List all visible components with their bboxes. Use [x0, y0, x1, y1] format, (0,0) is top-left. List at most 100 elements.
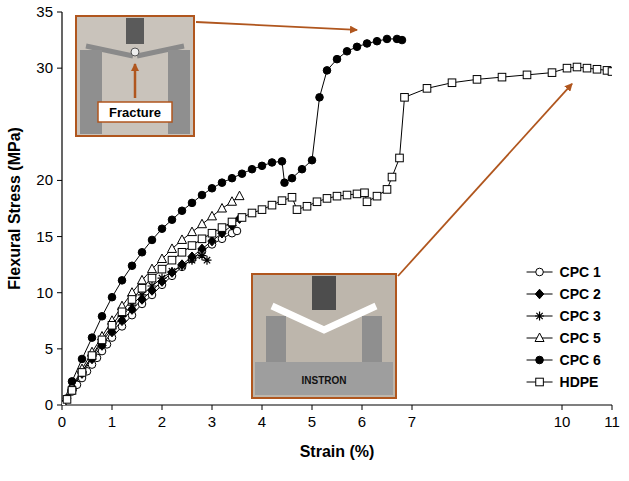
data-point	[583, 64, 591, 72]
data-point	[293, 206, 301, 214]
y-tick-label: 20	[36, 171, 53, 188]
legend-marker	[536, 268, 544, 276]
data-point	[168, 216, 176, 224]
data-point	[138, 284, 146, 292]
x-axis-title: Strain (%)	[300, 443, 375, 460]
data-point	[563, 64, 571, 72]
data-point	[363, 198, 371, 206]
data-point	[188, 256, 197, 265]
legend-label: CPC 3	[560, 308, 601, 324]
data-point	[208, 236, 216, 246]
x-tick-label: 11	[604, 413, 620, 430]
data-point	[88, 352, 96, 360]
y-tick	[57, 12, 62, 13]
data-point	[258, 162, 266, 170]
inset-beam	[272, 306, 376, 330]
fracture-arrow	[134, 64, 137, 98]
legend-marker	[536, 356, 544, 364]
data-point	[203, 256, 212, 265]
data-point	[158, 274, 167, 283]
data-point	[373, 192, 381, 200]
x-tick-label: 10	[554, 413, 571, 430]
data-point	[128, 262, 136, 270]
data-point	[363, 40, 371, 48]
data-point	[396, 154, 404, 162]
data-point	[333, 192, 341, 200]
data-point	[353, 43, 361, 51]
data-point	[178, 235, 187, 244]
data-point	[218, 224, 226, 232]
data-point	[383, 35, 391, 43]
data-point	[108, 293, 116, 301]
inset-loader	[312, 276, 336, 310]
series-line	[62, 231, 237, 405]
data-point	[361, 189, 369, 197]
y-tick-label: 0	[45, 396, 53, 413]
x-tick-label: 7	[408, 413, 416, 430]
data-point	[148, 236, 156, 244]
data-point	[401, 94, 409, 102]
data-point	[548, 69, 556, 77]
data-point	[303, 202, 311, 210]
inset-photo	[252, 274, 396, 398]
inset-base	[255, 362, 393, 395]
data-point	[108, 321, 116, 329]
series-line	[62, 196, 240, 405]
data-point	[158, 225, 166, 233]
data-point	[148, 281, 157, 290]
legend: CPC 1CPC 2CPC 3CPC 5CPC 6HDPE	[527, 264, 601, 390]
legend-label: CPC 2	[560, 286, 601, 302]
data-point	[268, 201, 276, 209]
inset-photo	[76, 16, 194, 136]
x-tick	[362, 405, 363, 410]
data-point	[268, 159, 276, 167]
y-tick-label: 10	[36, 284, 53, 301]
data-point	[398, 36, 406, 44]
x-tick-label: 2	[158, 413, 166, 430]
data-point	[78, 369, 86, 377]
legend-label: CPC 5	[560, 330, 601, 346]
data-point	[118, 277, 126, 285]
x-tick	[162, 405, 163, 410]
x-tick	[62, 405, 63, 410]
pointer-arrow	[196, 22, 357, 30]
data-point	[248, 209, 256, 217]
data-point	[158, 254, 167, 263]
data-point	[258, 206, 266, 214]
data-point	[98, 336, 106, 344]
y-tick	[57, 348, 62, 349]
data-point	[128, 288, 137, 297]
series-line	[62, 67, 612, 405]
y-tick	[57, 236, 62, 237]
data-point	[158, 265, 166, 273]
data-point	[573, 63, 581, 71]
data-point	[233, 227, 241, 235]
data-point	[208, 229, 216, 237]
x-tick	[212, 405, 213, 410]
inset-pin	[131, 48, 139, 56]
data-point	[383, 186, 391, 194]
y-tick	[57, 292, 62, 293]
data-point	[316, 94, 324, 102]
data-point	[178, 207, 186, 215]
inset-support	[266, 316, 286, 362]
data-point	[448, 79, 456, 87]
data-point	[208, 211, 217, 220]
data-point	[218, 204, 227, 213]
data-point	[423, 85, 431, 93]
x-tick	[562, 405, 563, 410]
data-point	[353, 190, 361, 198]
y-tick	[57, 405, 62, 406]
data-point	[608, 68, 612, 76]
data-point	[288, 174, 296, 182]
legend-label: CPC 1	[560, 264, 601, 280]
annotation: Fracture	[109, 105, 161, 120]
x-tick-label: 5	[308, 413, 316, 430]
data-point	[188, 242, 196, 250]
x-tick	[112, 405, 113, 410]
data-point	[248, 165, 256, 173]
x-tick-label: 1	[108, 413, 116, 430]
data-point	[473, 76, 481, 84]
inset-support	[362, 316, 382, 362]
data-point	[68, 378, 76, 386]
